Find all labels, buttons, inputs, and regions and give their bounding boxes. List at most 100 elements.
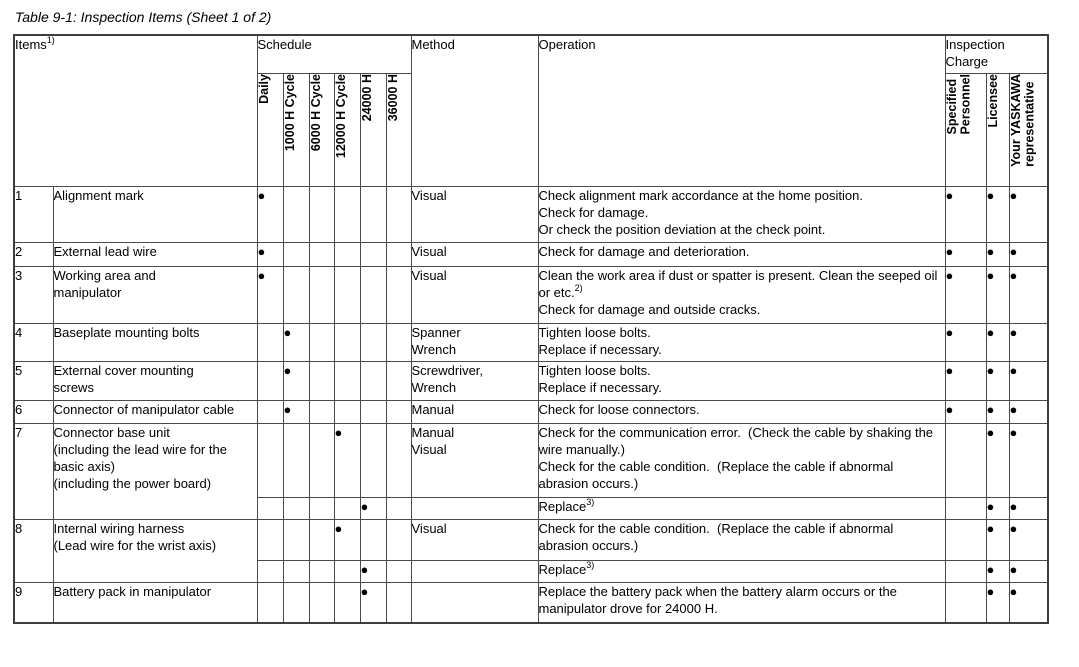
item-name-cell: Connector of manipulator cable [52, 399, 258, 424]
schedule-mark-cell [256, 322, 284, 362]
schedule-col-24000h: 24000 H [359, 72, 387, 187]
schedule-mark-cell [308, 496, 335, 520]
schedule-mark-cell [385, 265, 412, 324]
item-number-cell: 1 [13, 185, 54, 243]
charge-mark-cell: ● [985, 265, 1010, 324]
schedule-mark-cell [256, 496, 284, 520]
schedule-header: Schedule [256, 34, 412, 74]
schedule-mark-cell [385, 241, 412, 267]
method-cell: Manual [410, 399, 539, 424]
method-cell: Manual Visual [410, 422, 539, 498]
items-header: Items1) [13, 34, 258, 187]
operation-cell: Check alignment mark accordance at the h… [537, 185, 946, 243]
schedule-mark-cell [256, 581, 284, 624]
method-header: Method [410, 34, 539, 187]
schedule-mark-cell [359, 518, 387, 561]
operation-cell: Check for the communication error. (Chec… [537, 422, 946, 498]
charge-mark-cell: ● [1008, 422, 1049, 498]
item-name-cell: Connector base unit (including the lead … [52, 422, 258, 520]
schedule-mark-cell [308, 322, 335, 362]
schedule-mark-cell: ● [282, 399, 310, 424]
schedule-mark-cell [359, 399, 387, 424]
header-row-sub: Daily 1000 H Cycle 6000 H Cycle 12000 H … [14, 72, 1049, 187]
schedule-col-6000h-cycle: 6000 H Cycle [308, 72, 335, 187]
charge-mark-cell: ● [944, 265, 987, 324]
item-name-cell: Baseplate mounting bolts [52, 322, 258, 362]
schedule-mark-cell [308, 581, 335, 624]
schedule-mark-cell [359, 360, 387, 401]
charge-mark-cell: ● [985, 422, 1010, 498]
schedule-mark-cell [308, 241, 335, 267]
schedule-mark-cell [282, 581, 310, 624]
charge-mark-cell: ● [985, 559, 1010, 583]
schedule-mark-cell [256, 360, 284, 401]
charge-mark-cell: ● [1008, 496, 1049, 520]
item-number-cell: 7 [13, 422, 54, 520]
charge-mark-cell: ● [944, 241, 987, 267]
charge-mark-cell: ● [1008, 559, 1049, 583]
schedule-mark-cell [333, 496, 361, 520]
schedule-mark-cell: ● [333, 422, 361, 498]
operation-cell: Check for the cable condition. (Replace … [537, 518, 946, 561]
schedule-mark-cell: ● [282, 360, 310, 401]
header-row-top: Items1) Schedule Method Operation Inspec… [13, 34, 1049, 187]
operation-header: Operation [537, 34, 946, 187]
schedule-mark-cell [308, 422, 335, 498]
schedule-mark-cell [282, 241, 310, 267]
operation-cell: Replace the battery pack when the batter… [537, 581, 946, 624]
item-number-cell: 4 [13, 322, 54, 362]
method-cell: Visual [410, 518, 539, 561]
schedule-mark-cell: ● [256, 241, 284, 267]
charge-mark-cell: ● [944, 360, 987, 401]
schedule-mark-cell [333, 559, 361, 583]
schedule-mark-cell [282, 518, 310, 561]
charge-col-specified-personnel: Specified Personnel [944, 72, 987, 187]
method-cell [410, 581, 539, 624]
schedule-mark-cell: ● [333, 518, 361, 561]
schedule-mark-cell: ● [359, 496, 387, 520]
schedule-mark-cell [282, 496, 310, 520]
item-number-cell: 5 [13, 360, 54, 401]
table-row: 6 Connector of manipulator cable ● Manua… [13, 399, 1049, 424]
schedule-mark-cell [385, 185, 412, 243]
inspection-charge-header: Inspection Charge [944, 34, 1049, 74]
schedule-mark-cell [385, 399, 412, 424]
schedule-mark-cell [333, 322, 361, 362]
charge-mark-cell: ● [1008, 185, 1049, 243]
table-caption: Table 9-1: Inspection Items (Sheet 1 of … [15, 9, 272, 25]
table-row: 5 External cover mounting screws ● Screw… [13, 360, 1049, 401]
schedule-mark-cell: ● [256, 265, 284, 324]
charge-mark-cell: ● [1008, 581, 1049, 624]
charge-mark-cell: ● [985, 360, 1010, 401]
schedule-mark-cell: ● [256, 185, 284, 243]
schedule-mark-cell [385, 518, 412, 561]
method-cell: Screwdriver, Wrench [410, 360, 539, 401]
charge-mark-cell: ● [985, 581, 1010, 624]
charge-mark-cell: ● [985, 496, 1010, 520]
schedule-mark-cell [385, 360, 412, 401]
table-row: 4 Baseplate mounting bolts ● Spanner Wre… [13, 322, 1049, 362]
footnote-ref-3: 3) [586, 560, 595, 570]
item-number-cell: 8 [13, 518, 54, 583]
schedule-mark-cell [308, 360, 335, 401]
charge-mark-cell [944, 518, 987, 561]
charge-mark-cell [944, 496, 987, 520]
schedule-mark-cell [333, 185, 361, 243]
charge-mark-cell: ● [944, 185, 987, 243]
method-cell: Spanner Wrench [410, 322, 539, 362]
schedule-mark-cell [385, 496, 412, 520]
charge-mark-cell: ● [1008, 360, 1049, 401]
table-row: 1 Alignment mark ● Visual Check alignmen… [13, 185, 1049, 243]
charge-col-licensee: Licensee [985, 72, 1010, 187]
schedule-mark-cell [308, 265, 335, 324]
schedule-mark-cell [256, 399, 284, 424]
schedule-col-12000h-cycle: 12000 H Cycle [333, 72, 361, 187]
schedule-mark-cell [333, 241, 361, 267]
schedule-mark-cell [282, 422, 310, 498]
operation-cell: Tighten loose bolts. Replace if necessar… [537, 360, 946, 401]
schedule-col-daily: Daily [256, 72, 284, 187]
item-number-cell: 6 [13, 399, 54, 424]
method-cell: Visual [410, 241, 539, 267]
schedule-mark-cell [359, 265, 387, 324]
item-name-cell: Internal wiring harness (Lead wire for t… [52, 518, 258, 583]
